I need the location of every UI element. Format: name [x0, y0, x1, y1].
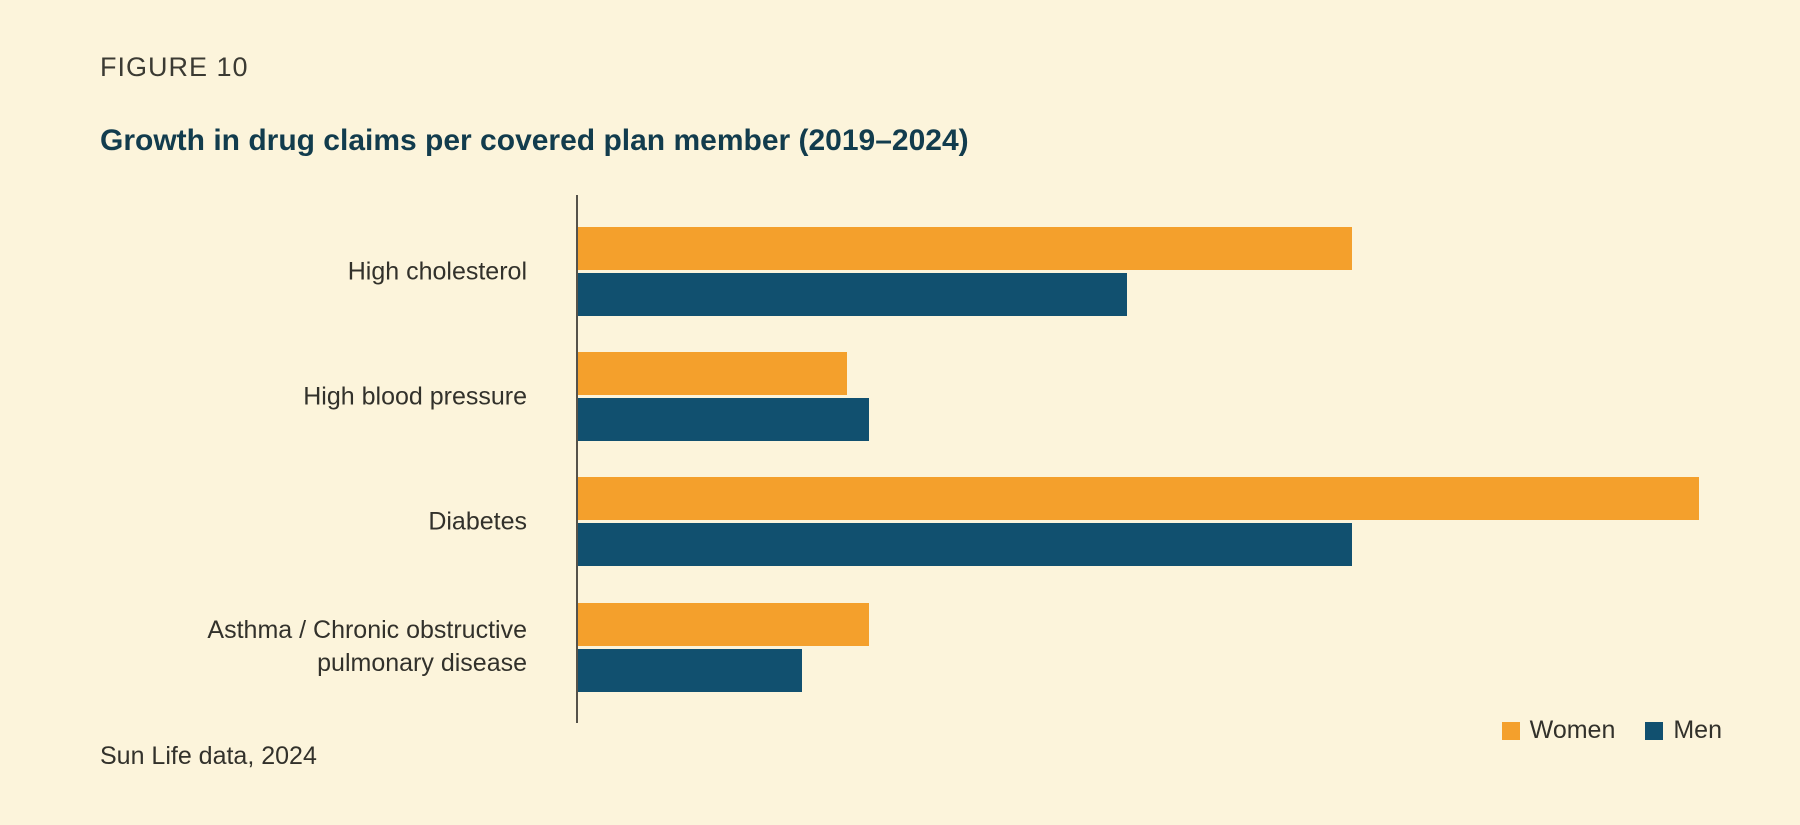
source-note: Sun Life data, 2024 [100, 742, 317, 770]
bar-men-1 [578, 398, 870, 442]
category-labels: High cholesterol High blood pressure Diabe… [60, 0, 527, 825]
legend-label-women: Women [1529, 716, 1616, 744]
category-label-2: Diabetes [428, 507, 527, 536]
chart-title: Growth in drug claims per covered plan m… [100, 124, 969, 157]
men-swatch-icon [1645, 721, 1664, 740]
y-axis-line [576, 195, 578, 723]
figure-label: FIGURE 10 [100, 52, 249, 82]
bar-women-3 [578, 602, 870, 646]
bar-women-1 [578, 352, 848, 396]
plot-area [578, 195, 1800, 723]
category-label-3: Asthma / Chronic obstructive pulmonary di… [207, 616, 527, 678]
bar-women-2 [578, 477, 1700, 521]
category-label-1: High blood pressure [303, 382, 527, 411]
legend-label-men: Men [1673, 716, 1722, 744]
bar-men-2 [578, 523, 1352, 567]
category-label-0: High cholesterol [347, 257, 527, 285]
bar-women-0 [578, 227, 1352, 270]
legend: Women Men [1501, 716, 1722, 745]
women-swatch-icon [1501, 721, 1520, 740]
legend-item-women: Women [1501, 716, 1616, 745]
legend-item-men: Men [1645, 716, 1722, 745]
bar-men-3 [578, 648, 803, 692]
bar-men-0 [578, 273, 1128, 316]
